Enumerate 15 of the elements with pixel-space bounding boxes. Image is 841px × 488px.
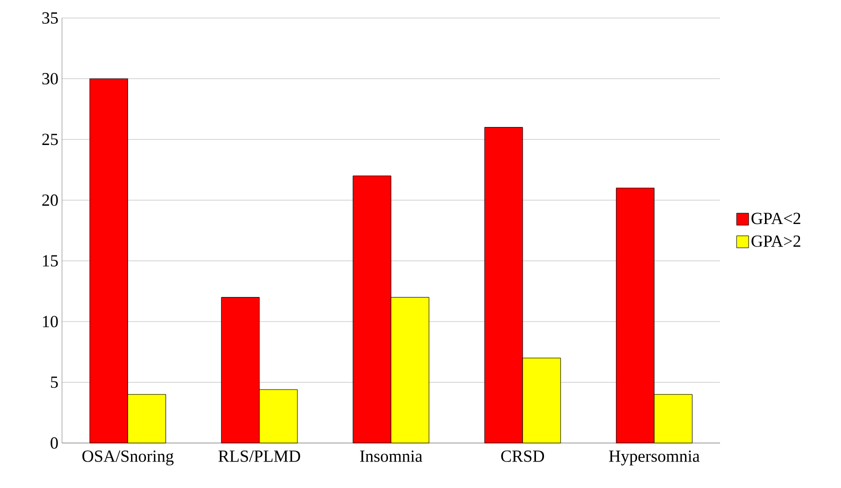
x-tick-label: OSA/Snoring — [82, 450, 174, 466]
y-tick-label: 0 — [50, 437, 58, 449]
legend-label: GPA<2 — [752, 212, 800, 224]
legend-label: GPA>2 — [752, 235, 800, 247]
y-tick-label: 10 — [43, 316, 58, 328]
y-tick-label: 35 — [42, 12, 58, 24]
y-tick-label: 5 — [50, 376, 58, 388]
x-tick-label: CRSD — [501, 450, 544, 462]
y-tick-label: 25 — [42, 134, 58, 146]
y-tick-label: 20 — [42, 194, 58, 206]
x-tick-label: RLS/PLMD — [218, 450, 300, 462]
x-tick-label: Hypersomnia — [609, 450, 700, 466]
y-tick-label: 15 — [43, 255, 58, 267]
x-tick-label: Insomnia — [360, 450, 422, 462]
y-tick-label: 30 — [42, 72, 58, 84]
